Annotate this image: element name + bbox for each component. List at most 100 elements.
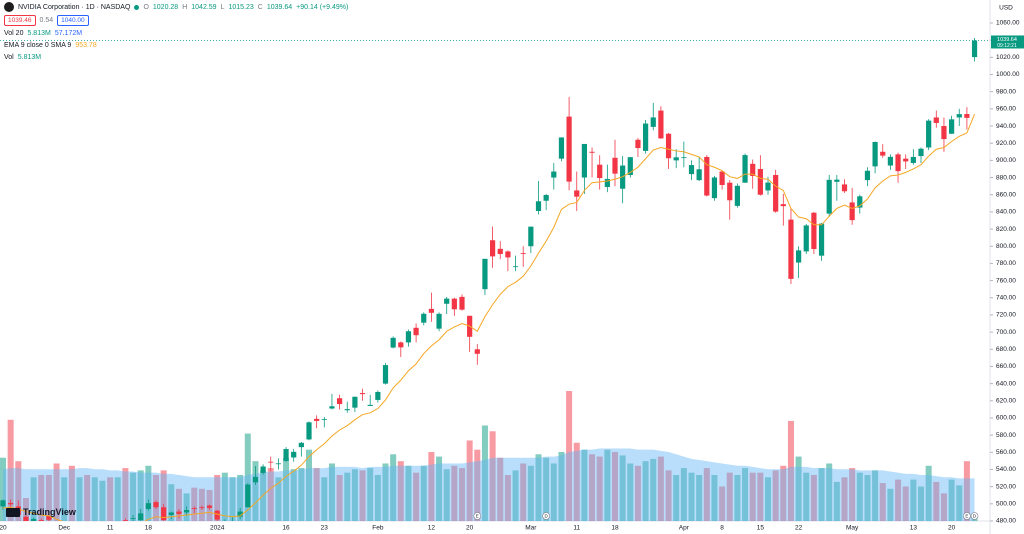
x-tick-label: 20 — [466, 525, 474, 532]
volume-bar — [137, 470, 144, 521]
symbol-logo — [4, 2, 14, 12]
candle-body — [887, 156, 893, 166]
volume-bar — [275, 477, 282, 521]
volume-bar — [849, 468, 856, 521]
candle-body — [558, 137, 565, 159]
y-tick-label: 1060.00 — [996, 20, 1020, 27]
candle-body — [46, 515, 52, 520]
currency: USD — [999, 5, 1013, 12]
x-tick-label: Dec — [58, 525, 70, 532]
candle-body — [551, 171, 557, 178]
candle-body — [306, 422, 312, 440]
ohlc-label: H — [182, 3, 188, 11]
candle-body — [956, 114, 962, 118]
symbol[interactable]: NVIDIA Corporation · 1D · NASDAQ — [18, 3, 131, 11]
candle-body — [826, 179, 832, 214]
volume-bar — [214, 474, 221, 521]
volume-bar — [573, 442, 580, 521]
brand-name: TradingView — [23, 507, 76, 517]
candle-body — [727, 182, 733, 201]
x-tick-label: 11 — [573, 525, 580, 532]
volume-bar — [336, 474, 343, 521]
market-status — [134, 4, 140, 10]
volume-bar — [237, 474, 244, 521]
candle-body — [382, 365, 389, 384]
volume-bar — [443, 469, 450, 521]
candle-body — [688, 165, 695, 175]
candle-body — [589, 151, 595, 153]
volume-bar — [68, 465, 75, 521]
candle-body — [145, 503, 151, 509]
volume-bar — [359, 470, 366, 521]
candle-body — [31, 518, 37, 521]
candle-body — [949, 119, 955, 134]
event-marker — [963, 512, 971, 520]
indicator-name[interactable]: Vol — [4, 54, 14, 61]
indicator-value: 5.813M — [17, 54, 42, 61]
volume-bar — [673, 474, 680, 521]
volume-bar — [428, 451, 435, 521]
volume-bar — [267, 468, 274, 521]
y-tick-label: 740.00 — [996, 294, 1016, 301]
x-tick-label: 11 — [107, 525, 114, 532]
volume-bar — [566, 391, 573, 521]
x-tick-label: 15 — [757, 525, 765, 532]
indicator-name[interactable]: EMA 9 close 0 SMA 9 — [4, 42, 72, 49]
candle-body — [849, 202, 855, 221]
volume-bar — [711, 474, 718, 521]
volume-bar — [795, 456, 802, 521]
ohlc-value: 1015.23 — [228, 3, 254, 11]
volume-bar — [550, 463, 557, 521]
volume-bar — [436, 456, 443, 521]
volume-bar — [826, 463, 833, 521]
y-tick-label: 540.00 — [996, 466, 1016, 473]
indicator-name[interactable]: Vol 20 — [4, 30, 24, 37]
volume-bar — [466, 440, 473, 521]
x-tick-label: 18 — [145, 525, 153, 532]
candle-body — [444, 298, 450, 304]
volume-bar — [772, 470, 779, 521]
volume-bar — [742, 468, 749, 521]
candle-body — [757, 168, 763, 195]
volume-bar — [933, 481, 940, 521]
candle-body — [520, 253, 526, 254]
y-tick-label: 620.00 — [996, 398, 1016, 405]
candle-body — [773, 174, 779, 212]
ohlc-label: O — [143, 3, 149, 11]
volume-bar — [145, 465, 152, 521]
volume-bar — [879, 483, 886, 521]
x-tick-label: 22 — [795, 525, 803, 532]
y-tick-label: 580.00 — [996, 432, 1016, 439]
volume-bar — [328, 463, 335, 521]
candle-body — [298, 442, 304, 448]
volume-bar — [420, 465, 427, 521]
bid-button[interactable]: 1039.46 — [4, 15, 36, 26]
volume-bar — [948, 479, 955, 521]
candle-body — [903, 158, 909, 162]
y-tick-label: 480.00 — [996, 518, 1016, 525]
ask-button[interactable]: 1040.00 — [57, 15, 89, 26]
candle-body — [390, 337, 396, 348]
y-tick-label: 940.00 — [996, 123, 1016, 130]
candle-body — [780, 204, 786, 207]
spread: 0.54 — [39, 17, 54, 24]
y-tick-label: 760.00 — [996, 277, 1016, 284]
volume-bar — [351, 469, 358, 521]
y-tick-label: 820.00 — [996, 226, 1016, 233]
brand[interactable]: TradingView — [6, 507, 76, 517]
volume-bar — [30, 477, 37, 521]
x-tick-label: May — [846, 525, 859, 532]
volume-bar — [780, 465, 787, 521]
candle-body — [38, 520, 44, 521]
y-tick-label: 780.00 — [996, 260, 1016, 267]
candle-body — [665, 133, 672, 159]
volume-bar — [520, 463, 527, 521]
volume-bar — [680, 468, 687, 521]
volume-bar — [390, 454, 397, 521]
y-tick-label: 880.00 — [996, 174, 1016, 181]
volume-bar — [413, 472, 420, 521]
candle-body — [252, 476, 259, 483]
volume-bar — [489, 431, 496, 521]
candle-body — [750, 163, 756, 176]
volume-bar — [841, 477, 848, 521]
